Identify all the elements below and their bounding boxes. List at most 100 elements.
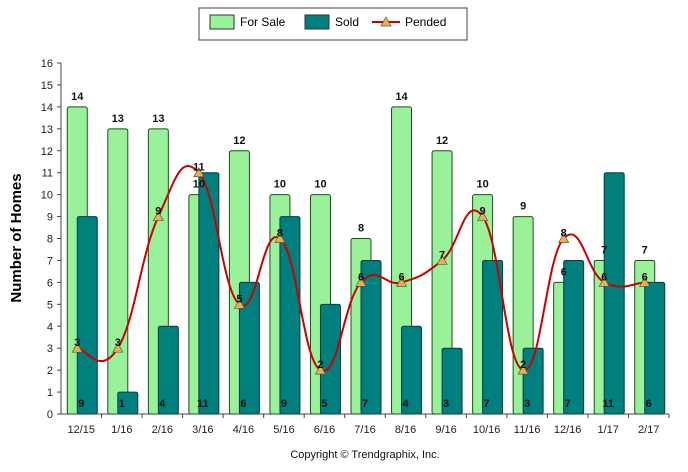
data-label-pended: 11 (193, 162, 205, 174)
bar-sold (360, 259, 382, 415)
y-tick-label: 12 (41, 146, 53, 158)
legend-label-sold: Sold (335, 15, 359, 29)
y-tick-label: 9 (47, 212, 53, 224)
data-label-pended: 9 (155, 206, 161, 218)
data-label-sold: 7 (484, 398, 490, 410)
pended-line (77, 165, 645, 372)
data-label-pended: 6 (398, 271, 404, 283)
pended-point (517, 364, 529, 375)
data-label-sold: 3 (443, 398, 449, 410)
bar-sold (319, 303, 341, 415)
data-label-sold: 7 (565, 398, 571, 410)
data-label-for-sale: 6 (561, 266, 567, 278)
data-label-for-sale: 9 (520, 201, 526, 213)
data-label-for-sale: 7 (601, 244, 607, 256)
legend-swatch-sold (304, 14, 330, 30)
y-axis-title: Number of Homes (8, 173, 25, 302)
y-tick-label: 14 (41, 102, 53, 114)
y-tick-label: 4 (47, 321, 53, 333)
y-tick-label: 6 (47, 277, 53, 289)
bar-sold (441, 347, 463, 415)
data-label-pended: 9 (480, 206, 486, 218)
pended-point (558, 232, 570, 243)
pended-point (598, 276, 610, 287)
data-label-for-sale: 10 (314, 179, 326, 191)
data-label-sold: 6 (646, 398, 652, 410)
x-tick-label: 12/15 (68, 424, 96, 436)
y-tick-label: 5 (47, 299, 53, 311)
pended-line-layer (71, 165, 651, 375)
data-label-sold: 11 (602, 398, 614, 410)
data-label-pended: 3 (115, 337, 121, 349)
data-label-pended: 6 (601, 271, 607, 283)
y-tick-label: 11 (42, 168, 53, 180)
bar-for-sale (107, 128, 129, 415)
data-label-for-sale: 7 (642, 244, 648, 256)
pended-point (71, 342, 83, 353)
data-label-pended: 6 (642, 271, 648, 283)
data-label-pended: 2 (317, 359, 323, 371)
pended-point (395, 276, 408, 287)
data-label-pended: 7 (439, 249, 445, 261)
x-tick-label: 3/16 (192, 424, 213, 436)
pended-point (477, 210, 489, 221)
data-label-pended: 8 (561, 228, 567, 240)
x-tick-label: 11/16 (514, 424, 541, 436)
data-label-for-sale: 12 (233, 135, 245, 147)
bar-sold (279, 216, 301, 415)
y-tick-label: 7 (47, 255, 53, 267)
x-tick-label: 1/17 (597, 424, 618, 436)
pended-point (233, 298, 245, 309)
data-label-for-sale: 12 (436, 135, 448, 147)
legend-label-pended: Pended (405, 15, 446, 29)
data-label-for-sale: 10 (193, 179, 205, 191)
y-tick-label: 13 (41, 124, 53, 136)
pended-point (152, 210, 164, 221)
data-label-pended: 8 (277, 228, 283, 240)
legend-label-for-sale: For Sale (240, 15, 286, 29)
x-tick-label: 7/16 (354, 424, 375, 436)
data-label-sold: 1 (119, 398, 125, 410)
x-tick-label: 4/16 (233, 424, 254, 436)
data-label-sold: 3 (524, 398, 530, 410)
x-tick-label: 2/17 (638, 424, 659, 436)
bar-sold (238, 281, 260, 415)
data-label-sold: 9 (281, 398, 287, 410)
data-label-sold: 5 (321, 398, 327, 410)
y-tick-label: 0 (47, 409, 53, 421)
data-label-sold: 11 (197, 398, 209, 410)
x-tick-label: 2/16 (152, 424, 173, 436)
data-label-sold: 4 (402, 398, 409, 410)
y-tick-label: 15 (41, 80, 53, 92)
y-tick-label: 10 (41, 190, 53, 202)
data-label-sold: 7 (362, 398, 368, 410)
x-tick-label: 12/16 (554, 424, 582, 436)
data-label-for-sale: 13 (152, 113, 164, 125)
pended-point (112, 342, 124, 353)
bar-sold (157, 325, 179, 415)
data-label-for-sale: 10 (274, 179, 286, 191)
legend-box (198, 7, 468, 41)
data-label-sold: 9 (78, 398, 84, 410)
y-tick-label: 1 (47, 387, 53, 399)
bar-sold (522, 347, 544, 415)
pended-point (639, 276, 651, 287)
bar-sold (198, 172, 220, 415)
pended-point (355, 276, 367, 287)
data-label-for-sale: 14 (71, 91, 84, 103)
x-tick-label: 8/16 (395, 424, 416, 436)
pended-point (436, 254, 448, 265)
x-tick-label: 5/16 (273, 424, 294, 436)
legend: For Sale Sold Pended (198, 7, 468, 41)
data-label-pended: 2 (520, 359, 526, 371)
data-label-sold: 6 (240, 398, 246, 410)
y-tick-label: 2 (47, 365, 53, 377)
x-tick-label: 1/16 (111, 424, 132, 436)
x-tick-label: 6/16 (314, 424, 335, 436)
data-label-sold: 4 (159, 398, 166, 410)
legend-swatch-pended-marker (380, 16, 392, 27)
y-tick-label: 3 (47, 343, 53, 355)
data-label-pended: 6 (358, 271, 364, 283)
